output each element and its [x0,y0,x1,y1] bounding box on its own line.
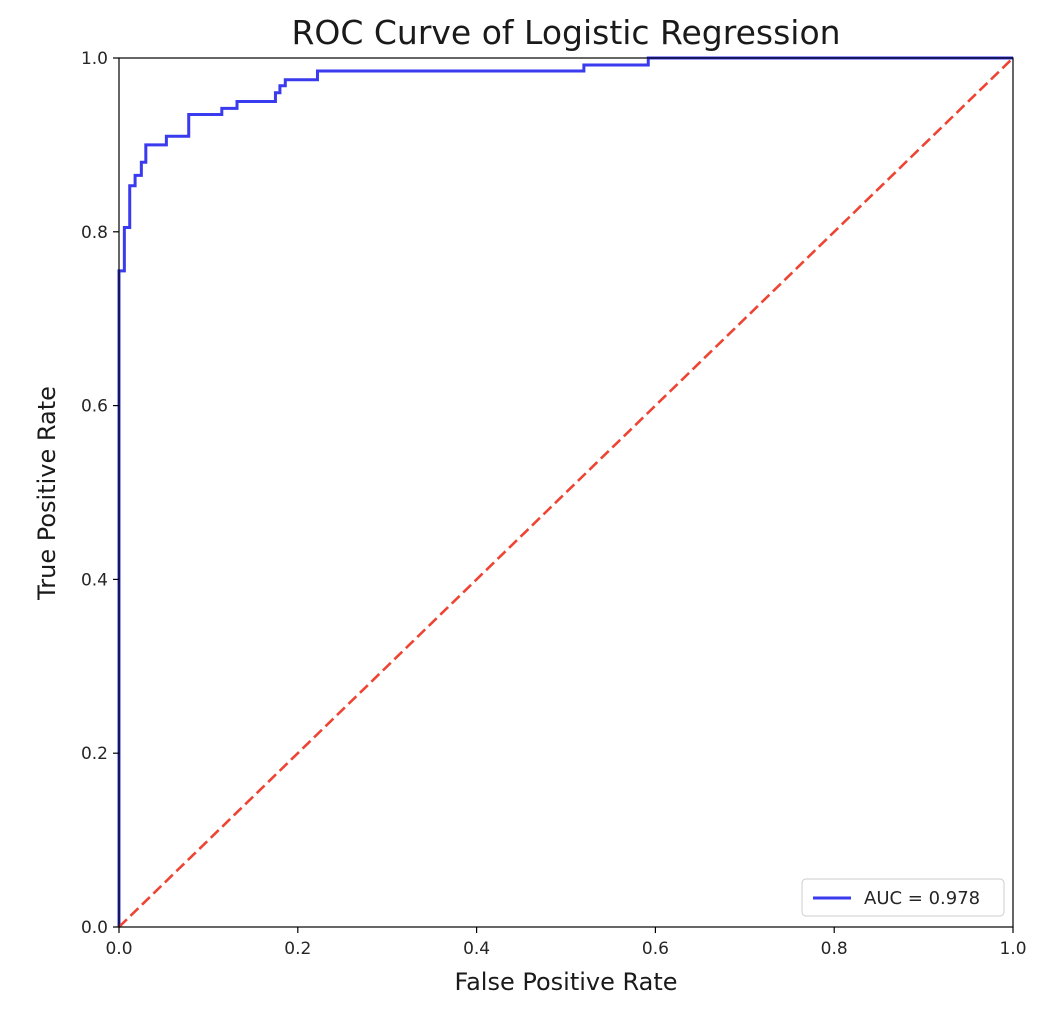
legend-frame [801,878,1005,917]
chance-diagonal-line [118,57,1014,928]
x-tick-label: 0.2 [284,939,311,959]
y-tick-label: 0.4 [81,570,108,590]
x-tick-label: 0.6 [642,939,669,959]
y-tick-label: 0.2 [81,744,108,764]
chart-title: ROC Curve of Logistic Regression [291,13,840,52]
y-axis-ticks: 0.0 0.2 0.4 0.6 0.8 1.0 [81,49,119,938]
legend-label-roc: AUC = 0.978 [864,888,980,909]
y-tick-label: 0.0 [81,918,108,938]
x-tick-label: 0.8 [821,939,848,959]
x-tick-label: 0.0 [105,939,132,959]
x-tick-label: 1.0 [999,939,1026,959]
x-axis-ticks: 0.0 0.2 0.4 0.6 0.8 1.0 [105,927,1027,959]
legend: AUC = 0.978 [801,878,1005,917]
y-tick-label: 1.0 [81,49,108,69]
x-axis-label: False Positive Rate [454,968,677,996]
y-tick-label: 0.6 [81,397,108,417]
plot-area [117,56,1014,928]
x-tick-label: 0.4 [463,939,490,959]
y-axis-label: True Positive Rate [33,386,61,601]
roc-curve-line [117,56,1013,927]
plot-frame [118,57,1014,928]
y-tick-label: 0.8 [81,223,108,243]
